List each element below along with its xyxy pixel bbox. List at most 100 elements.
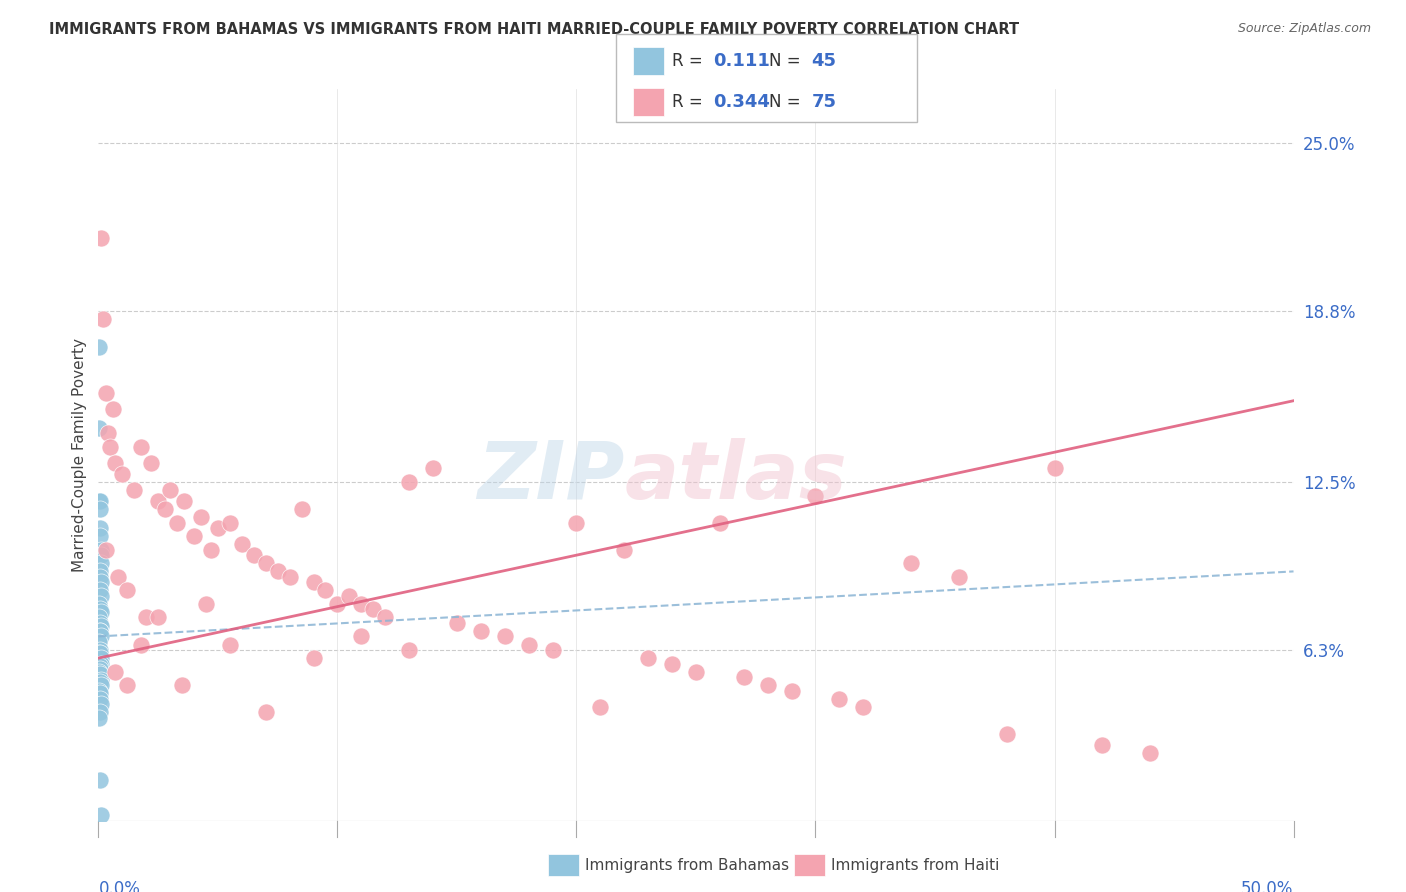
Point [89,635,111,649]
Point [115,583,138,598]
Point [254,706,277,720]
Point [89,624,111,638]
Point [709,516,731,530]
Point [756,678,779,692]
Point [374,610,396,624]
Point [131,638,153,652]
Point [326,597,349,611]
Point [948,570,970,584]
Point [780,683,803,698]
Point [89,683,111,698]
Point [350,629,373,643]
Point [89,421,111,435]
Y-axis label: Married-Couple Family Poverty: Married-Couple Family Poverty [72,338,87,572]
Point [350,597,373,611]
Point [111,467,134,481]
Point [124,483,146,497]
Point [89,529,111,543]
Point [90,657,112,671]
Point [87,340,110,354]
Point [291,502,314,516]
Point [200,542,222,557]
Point [1043,461,1066,475]
Point [90,589,112,603]
Text: R =: R = [672,52,703,70]
Text: Source: ZipAtlas.com: Source: ZipAtlas.com [1237,22,1371,36]
Point [804,489,827,503]
Point [89,646,111,660]
Point [89,597,111,611]
Point [243,548,266,562]
Point [91,312,114,326]
Point [89,772,111,787]
Point [637,651,659,665]
Point [195,597,218,611]
Point [995,727,1018,741]
Point [685,665,707,679]
Point [733,670,755,684]
Point [90,629,112,643]
Point [363,602,385,616]
Point [104,456,127,470]
Point [90,548,112,562]
Point [207,521,229,535]
Point [148,610,170,624]
Text: Immigrants from Bahamas: Immigrants from Bahamas [585,858,789,872]
Point [90,605,112,619]
Point [89,711,111,725]
Point [90,678,112,692]
Point [589,699,612,714]
Point [101,401,124,416]
Point [1091,738,1114,752]
Point [828,691,851,706]
Point [89,643,111,657]
Text: 0.0%: 0.0% [98,880,141,892]
Point [852,699,875,714]
Text: 45: 45 [811,52,837,70]
Point [183,529,205,543]
Point [267,565,290,579]
Point [89,675,111,690]
Point [89,646,111,660]
Point [219,638,242,652]
Point [302,575,325,590]
Point [661,657,683,671]
Point [90,556,112,570]
Point [315,583,337,598]
Point [115,678,138,692]
Point [89,659,111,673]
Point [97,426,120,441]
Point [98,440,122,454]
Point [517,638,540,652]
Point [94,542,117,557]
Point [565,516,588,530]
Text: N =: N = [769,93,800,111]
Point [422,461,444,475]
Point [89,624,111,638]
Point [89,667,111,681]
Point [173,494,195,508]
Point [90,618,112,632]
Point [231,537,253,551]
Point [1139,746,1161,760]
Point [131,440,153,454]
Point [90,673,112,687]
Point [613,542,636,557]
Text: atlas: atlas [624,438,846,516]
Point [90,542,112,557]
Text: 0.111: 0.111 [713,52,769,70]
Text: 75: 75 [811,93,837,111]
Point [254,556,277,570]
Point [90,575,112,590]
Text: 0.344: 0.344 [713,93,769,111]
Point [89,610,111,624]
Text: R =: R = [672,93,703,111]
Point [89,602,111,616]
Point [398,475,420,489]
Point [155,502,177,516]
Point [190,510,212,524]
Point [89,686,111,700]
Point [302,651,325,665]
Point [139,456,162,470]
Text: N =: N = [769,52,800,70]
